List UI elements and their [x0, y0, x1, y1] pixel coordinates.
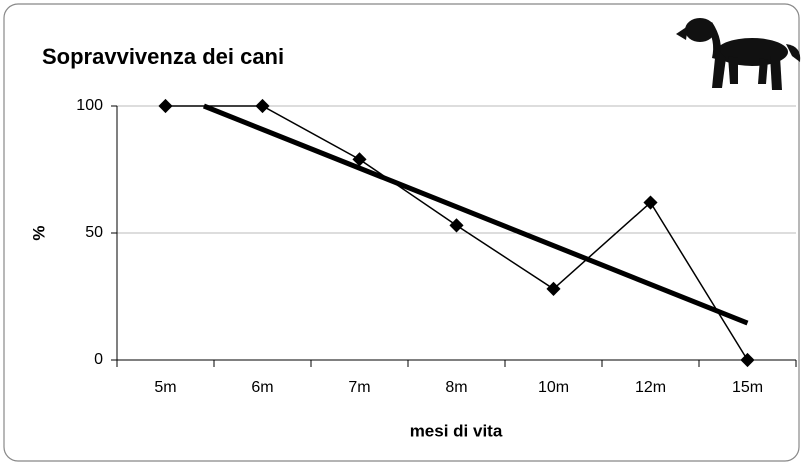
- x-tick-label: 12m: [635, 379, 666, 396]
- dog-icon: [676, 18, 801, 90]
- marker: [643, 195, 658, 210]
- x-tick-label: 15m: [732, 379, 763, 396]
- chart-title: Sopravvivenza dei cani: [42, 44, 284, 69]
- marker: [352, 152, 367, 167]
- y-tick-label: 50: [85, 224, 103, 241]
- x-tick-label: 5m: [154, 379, 176, 396]
- marker: [740, 352, 755, 368]
- y-axis-label: %: [29, 225, 48, 240]
- marker: [449, 218, 464, 233]
- y-tick-label: 100: [76, 97, 103, 114]
- x-axis-label: mesi di vita: [410, 421, 503, 440]
- x-tick-label: 10m: [538, 379, 569, 396]
- x-tick-label: 7m: [348, 379, 370, 396]
- x-tick-label: 8m: [445, 379, 467, 396]
- x-tick-label: 6m: [251, 379, 273, 396]
- trendline: [202, 103, 749, 326]
- marker: [546, 281, 561, 296]
- y-tick-label: 0: [94, 351, 103, 368]
- marker: [255, 98, 270, 114]
